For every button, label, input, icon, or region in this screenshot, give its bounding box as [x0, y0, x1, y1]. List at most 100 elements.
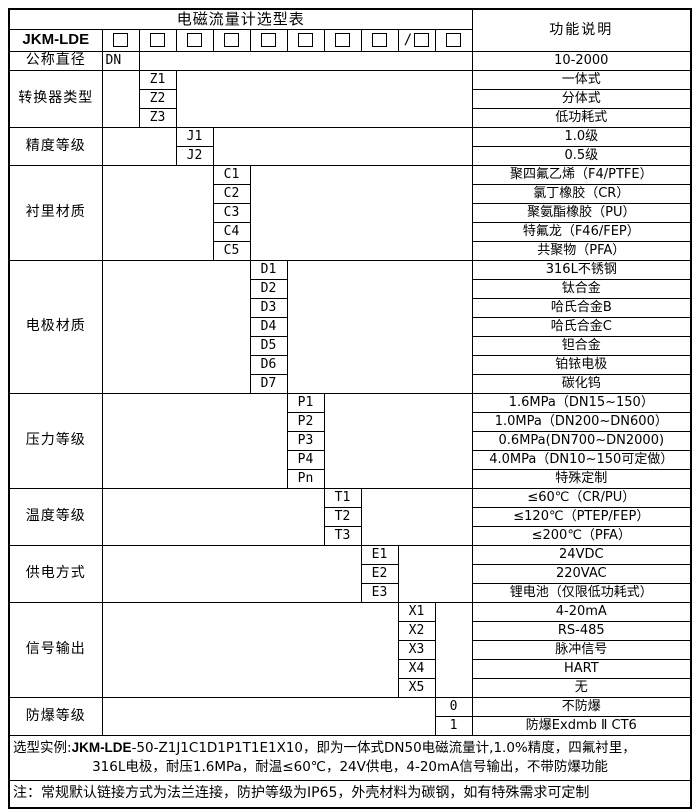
option-code: C5 [212, 240, 251, 261]
note-text: 注：常规默认链接方式为法兰连接，防护等级为IP65，外壳材料为碳钢，如有特殊需求… [8, 779, 692, 809]
option-description: 哈氏合金C [471, 316, 692, 337]
option-code: E3 [360, 582, 399, 603]
option-description: 0.5级 [471, 145, 692, 166]
category-label: 压力等级 [8, 392, 103, 489]
checkbox-icon[interactable] [298, 32, 313, 47]
option-description: 特殊定制 [471, 468, 692, 489]
spacer-cell [101, 487, 325, 546]
checkbox-icon[interactable] [261, 32, 276, 47]
table-title: 电磁流量计选型表 [8, 8, 473, 30]
option-code: P4 [286, 449, 325, 470]
option-description: 1.6MPa（DN15~150） [471, 392, 692, 413]
checkbox-icon[interactable] [150, 32, 165, 47]
option-description: 氯丁橡胶（CR） [471, 183, 692, 204]
model-code-box: / [397, 28, 436, 52]
example-label: 选型实例: [13, 739, 72, 756]
option-code: X5 [397, 677, 436, 698]
option-description: ≤200℃（PFA） [471, 525, 692, 546]
option-code: P1 [286, 392, 325, 413]
option-code: E2 [360, 563, 399, 584]
example-model-code: JKM-LDE [71, 739, 132, 755]
spacer-cell [101, 392, 288, 489]
category-label: 信号输出 [8, 601, 103, 698]
option-code: C2 [212, 183, 251, 204]
option-code: Z1 [138, 69, 177, 90]
spacer-cell [323, 392, 473, 489]
example-rest: -50-Z1J1C1D1P1T1E1X10，即为一体式DN50电磁流量计,1.0… [131, 739, 636, 756]
selection-example: 选型实例:JKM-LDE-50-Z1J1C1D1P1T1E1X10，即为一体式D… [8, 734, 692, 781]
option-description: 24VDC [471, 544, 692, 565]
option-description: 低功耗式 [471, 107, 692, 128]
spacer-cell [175, 69, 473, 128]
model-code-box [249, 28, 288, 52]
option-code: X4 [397, 658, 436, 679]
spacer-cell [360, 487, 473, 546]
option-description: 无 [471, 677, 692, 698]
option-description: 共聚物（PFA） [471, 240, 692, 261]
checkbox-icon[interactable] [414, 33, 430, 47]
option-description: ≤120℃（PTEP/FEP） [471, 506, 692, 527]
option-code: P3 [286, 430, 325, 451]
option-description: 不防爆 [471, 696, 692, 717]
option-code: 0 [434, 696, 473, 717]
option-code: D1 [249, 259, 288, 280]
spacer-cell [101, 601, 399, 698]
option-code: Pn [286, 468, 325, 489]
option-code: D4 [249, 316, 288, 337]
option-code: D6 [249, 354, 288, 375]
option-description: 316L不锈钢 [471, 259, 692, 280]
option-description: 4-20mA [471, 601, 692, 622]
category-label: 温度等级 [8, 487, 103, 546]
option-code: E1 [360, 544, 399, 565]
option-code: D5 [249, 335, 288, 356]
selection-example-line2: 316L电极，耐压1.6MPa，耐温≤60℃，24V供电，4-20mA信号输出，… [92, 759, 608, 776]
checkbox-icon[interactable] [224, 32, 239, 47]
model-code-box [138, 28, 177, 52]
option-description: 1.0MPa（DN200~DN600） [471, 411, 692, 432]
option-code: Z2 [138, 88, 177, 109]
category-label: 公称直径 [8, 50, 103, 71]
model-code-box [101, 28, 140, 52]
checkbox-icon[interactable] [113, 32, 128, 47]
spacer-cell [101, 544, 362, 603]
checkbox-icon[interactable] [187, 32, 202, 47]
option-description: 锂电池（仅限低功耗式） [471, 582, 692, 603]
checkbox-icon[interactable] [446, 32, 462, 47]
option-code: D3 [249, 297, 288, 318]
spacer-cell [434, 601, 473, 698]
option-code: J2 [175, 145, 214, 166]
spacer-cell [101, 696, 436, 736]
option-description: 哈氏合金B [471, 297, 692, 318]
option-description: 钽合金 [471, 335, 692, 356]
checkbox-icon[interactable] [372, 32, 387, 47]
option-code: X2 [397, 620, 436, 641]
option-code: C1 [212, 164, 251, 185]
category-label: 防爆等级 [8, 696, 103, 736]
option-description: 4.0MPa（DN10~150可定做） [471, 449, 692, 470]
option-description: 一体式 [471, 69, 692, 90]
category-label: 供电方式 [8, 544, 103, 603]
spacer-cell [397, 544, 473, 603]
option-code: C4 [212, 221, 251, 242]
option-description: 脉冲信号 [471, 639, 692, 660]
option-description: 特氟龙（F46/FEP） [471, 221, 692, 242]
option-description: 聚四氟乙烯（F4/PTFE） [471, 164, 692, 185]
model-prefix-label: JKM-LDE [8, 28, 103, 52]
option-description: 聚氨酯橡胶（PU） [471, 202, 692, 223]
model-code-box [360, 28, 399, 52]
option-code: D2 [249, 278, 288, 299]
option-description: ≤60℃（CR/PU） [471, 487, 692, 508]
option-code: DN [101, 50, 140, 71]
option-code: P2 [286, 411, 325, 432]
option-code: C3 [212, 202, 251, 223]
checkbox-icon[interactable] [335, 32, 350, 47]
option-description: 1.0级 [471, 126, 692, 147]
option-code: D7 [249, 373, 288, 394]
model-code-box [212, 28, 251, 52]
model-selection-table: 电磁流量计选型表 功能说明 JKM-LDE / 公称直径 DN 10-2000 … [8, 8, 692, 810]
option-description: 铂铱电极 [471, 354, 692, 375]
slash-separator: / [403, 31, 413, 48]
spacer-cell [101, 164, 214, 261]
category-label: 精度等级 [8, 126, 103, 166]
